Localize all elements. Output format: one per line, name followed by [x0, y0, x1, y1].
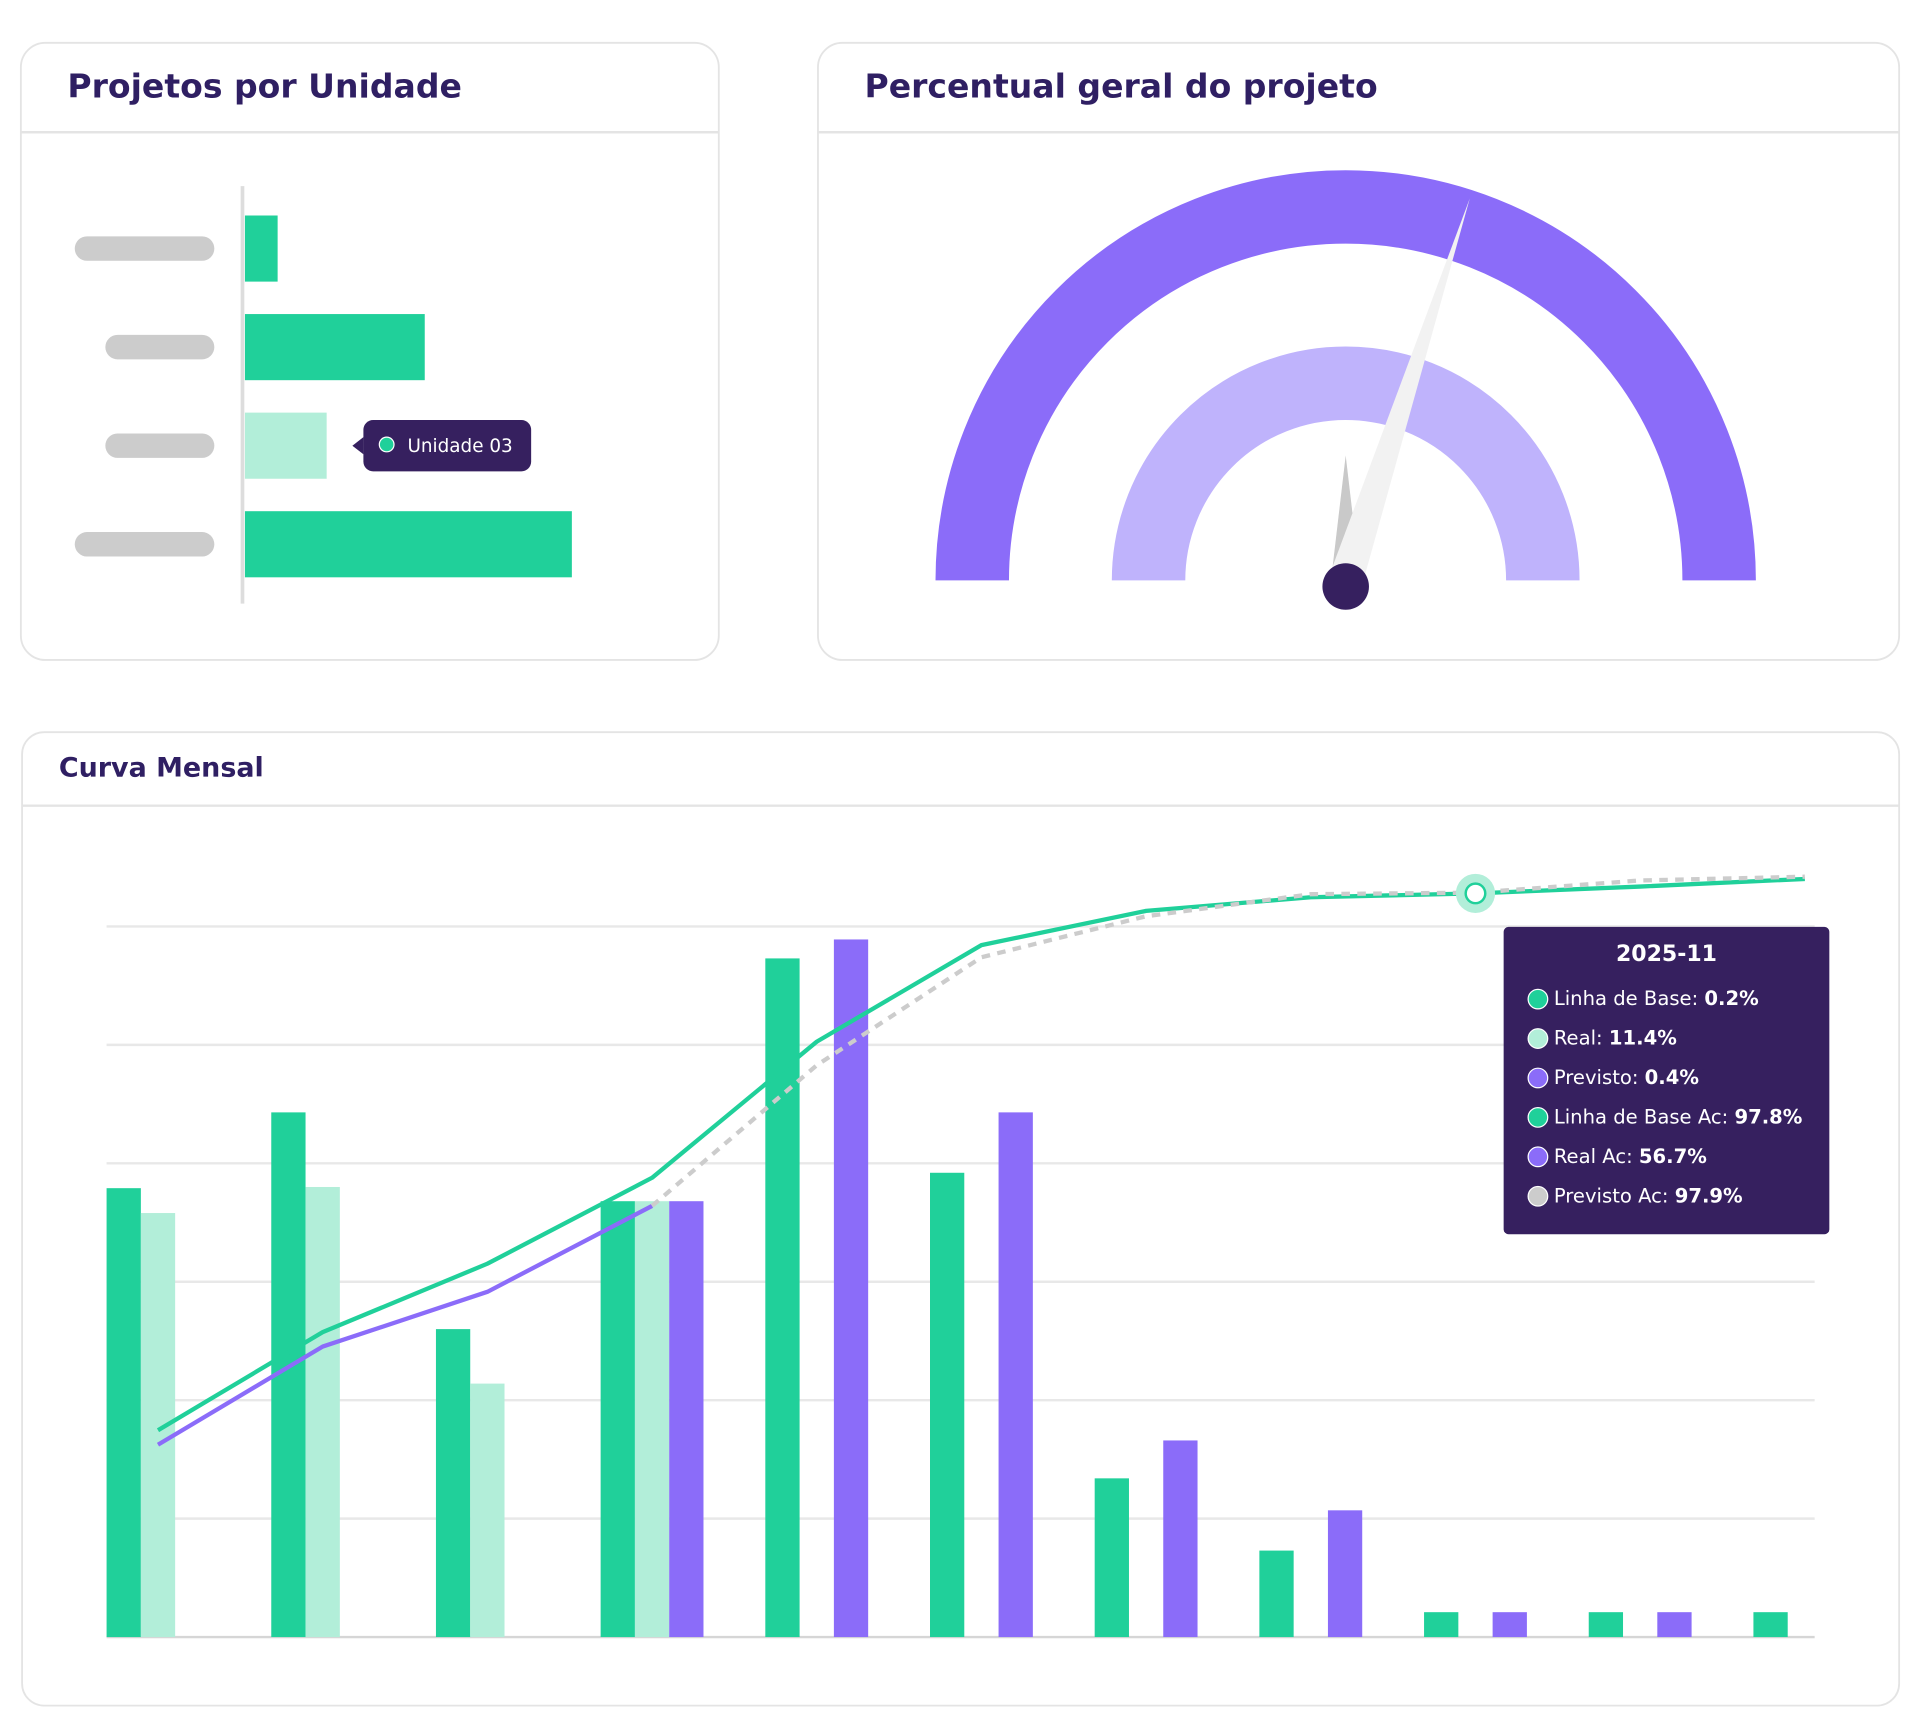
tooltip-value: 56.7%	[1639, 1144, 1707, 1167]
line-series	[156, 1204, 654, 1447]
tooltip-dot	[1527, 1067, 1549, 1089]
bar	[244, 511, 572, 578]
bar	[1094, 1478, 1129, 1638]
tooltip-value: 0.4%	[1645, 1065, 1699, 1088]
panel-title: Curva Mensal	[59, 752, 264, 783]
bar	[244, 412, 327, 479]
line-series	[156, 876, 1805, 1433]
tooltip-series-name: Previsto Ac	[1554, 1184, 1662, 1207]
tooltip-entry: Linha de Base: 0.2%	[1554, 987, 1759, 1010]
tooltip-series-name: Linha de Base	[1554, 987, 1692, 1010]
panel-title: Percentual geral do projeto	[864, 67, 1377, 106]
tooltip-dot	[1527, 1106, 1549, 1128]
tooltip-series-name: Previsto	[1554, 1065, 1632, 1088]
hover-point	[1464, 882, 1487, 905]
bar	[669, 1201, 704, 1638]
tooltip-series-name: Real Ac	[1554, 1144, 1626, 1167]
gauge-outer-arc	[935, 170, 1756, 581]
tooltip-entry: Real Ac: 56.7%	[1554, 1144, 1707, 1167]
bar	[1588, 1612, 1624, 1638]
label-placeholder	[74, 236, 215, 261]
bar	[244, 215, 278, 282]
tooltip-entry: Linha de Base Ac: 97.8%	[1554, 1105, 1803, 1128]
gauge-hub	[1322, 563, 1369, 610]
tooltip	[1503, 926, 1830, 1235]
tooltip	[363, 419, 532, 472]
tooltip-separator: :	[1626, 1144, 1639, 1167]
tooltip-value: 97.9%	[1675, 1184, 1743, 1207]
bar	[833, 939, 869, 1638]
tooltip-series-name: Linha de Base Ac	[1554, 1105, 1722, 1128]
tooltip-separator: :	[1596, 1026, 1609, 1049]
tooltip-series-name: Real	[1554, 1026, 1596, 1049]
bar	[600, 1201, 635, 1638]
bar	[435, 1329, 471, 1638]
bar	[1753, 1612, 1788, 1638]
gauge-needle	[1329, 198, 1470, 586]
tooltip-entry: Real: 11.4%	[1554, 1026, 1677, 1049]
tooltip-separator: :	[1722, 1105, 1735, 1128]
bar	[998, 1112, 1033, 1638]
gauge-inner-arc	[1111, 346, 1580, 581]
bar	[634, 1201, 670, 1638]
tooltip-value: 0.2%	[1704, 987, 1758, 1010]
bar	[930, 1172, 965, 1638]
bar	[1492, 1612, 1527, 1638]
tooltip-dot	[1527, 988, 1549, 1010]
tooltip-value: 11.4%	[1609, 1026, 1677, 1049]
tooltip-separator: :	[1632, 1065, 1645, 1088]
tooltip-dot	[1527, 1146, 1549, 1168]
tooltip-arrow	[352, 437, 364, 455]
tooltip-dot	[1527, 1028, 1549, 1049]
bar	[106, 1188, 141, 1638]
tooltip-label: Unidade 03	[407, 436, 512, 457]
tooltip-dot	[378, 436, 395, 453]
bar	[1259, 1550, 1294, 1638]
bar	[305, 1186, 340, 1638]
bar	[1657, 1612, 1692, 1638]
label-placeholder	[74, 532, 215, 557]
tooltip-dot	[1527, 1185, 1549, 1207]
line-series	[650, 874, 1805, 1208]
label-placeholder	[105, 334, 215, 360]
tooltip-value: 97.8%	[1734, 1105, 1802, 1128]
tooltip-title: 2025-11	[1616, 942, 1717, 967]
bar	[1327, 1510, 1363, 1638]
bar	[470, 1383, 505, 1638]
bar	[1424, 1612, 1459, 1638]
label-placeholder	[105, 433, 215, 458]
panel-title: Projetos por Unidade	[67, 67, 462, 106]
tooltip-separator: :	[1692, 987, 1705, 1010]
tooltip-separator: :	[1662, 1184, 1675, 1207]
tooltip-entry: Previsto: 0.4%	[1554, 1065, 1699, 1088]
bar	[244, 314, 425, 381]
bar	[1163, 1440, 1198, 1638]
tooltip-entry: Previsto Ac: 97.9%	[1554, 1184, 1743, 1207]
